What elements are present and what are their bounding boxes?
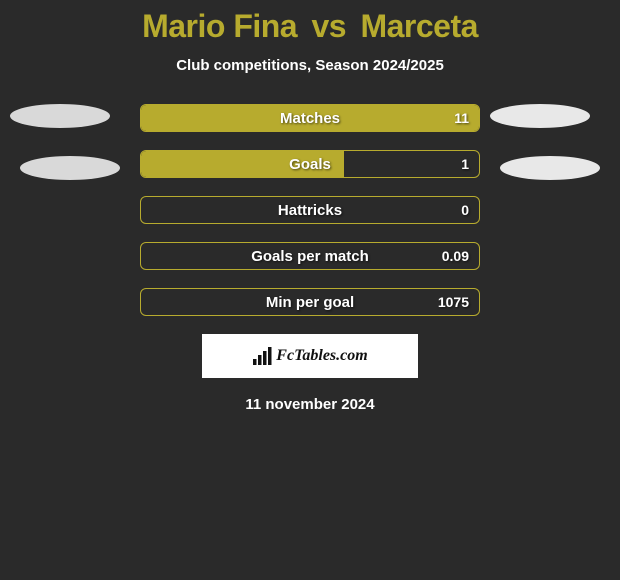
right-player-marker (500, 156, 600, 180)
stat-label: Hattricks (141, 197, 479, 223)
stat-label: Min per goal (141, 289, 479, 315)
stat-value: 1 (461, 151, 469, 177)
comparison-card: Mario Fina vs Marceta Club competitions,… (0, 0, 620, 413)
bar-chart-icon (252, 347, 272, 365)
stat-label: Matches (141, 105, 479, 131)
subtitle: Club competitions, Season 2024/2025 (0, 57, 620, 74)
stat-value: 11 (454, 105, 469, 131)
stat-row: Hattricks0 (140, 196, 480, 224)
stat-label: Goals (141, 151, 479, 177)
stat-value: 0 (461, 197, 469, 223)
stat-row: Goals1 (140, 150, 480, 178)
stat-value: 1075 (438, 289, 469, 315)
player1-name: Mario Fina (142, 8, 297, 44)
brand-text: FcTables.com (276, 347, 367, 365)
brand-box[interactable]: FcTables.com (202, 334, 418, 378)
right-player-marker (490, 104, 590, 128)
footer-date: 11 november 2024 (0, 396, 620, 413)
left-player-marker (10, 104, 110, 128)
stat-value: 0.09 (442, 243, 469, 269)
left-player-marker (20, 156, 120, 180)
page-title: Mario Fina vs Marceta (0, 8, 620, 45)
stat-label: Goals per match (141, 243, 479, 269)
vs-text: vs (311, 8, 346, 44)
stats-area: Matches11 Goals1 Hattricks0 Goals per match… (0, 104, 620, 316)
player2-name: Marceta (360, 8, 477, 44)
stat-row: Matches11 (140, 104, 480, 132)
stat-row: Goals per match0.09 (140, 242, 480, 270)
stat-row: Min per goal1075 (140, 288, 480, 316)
